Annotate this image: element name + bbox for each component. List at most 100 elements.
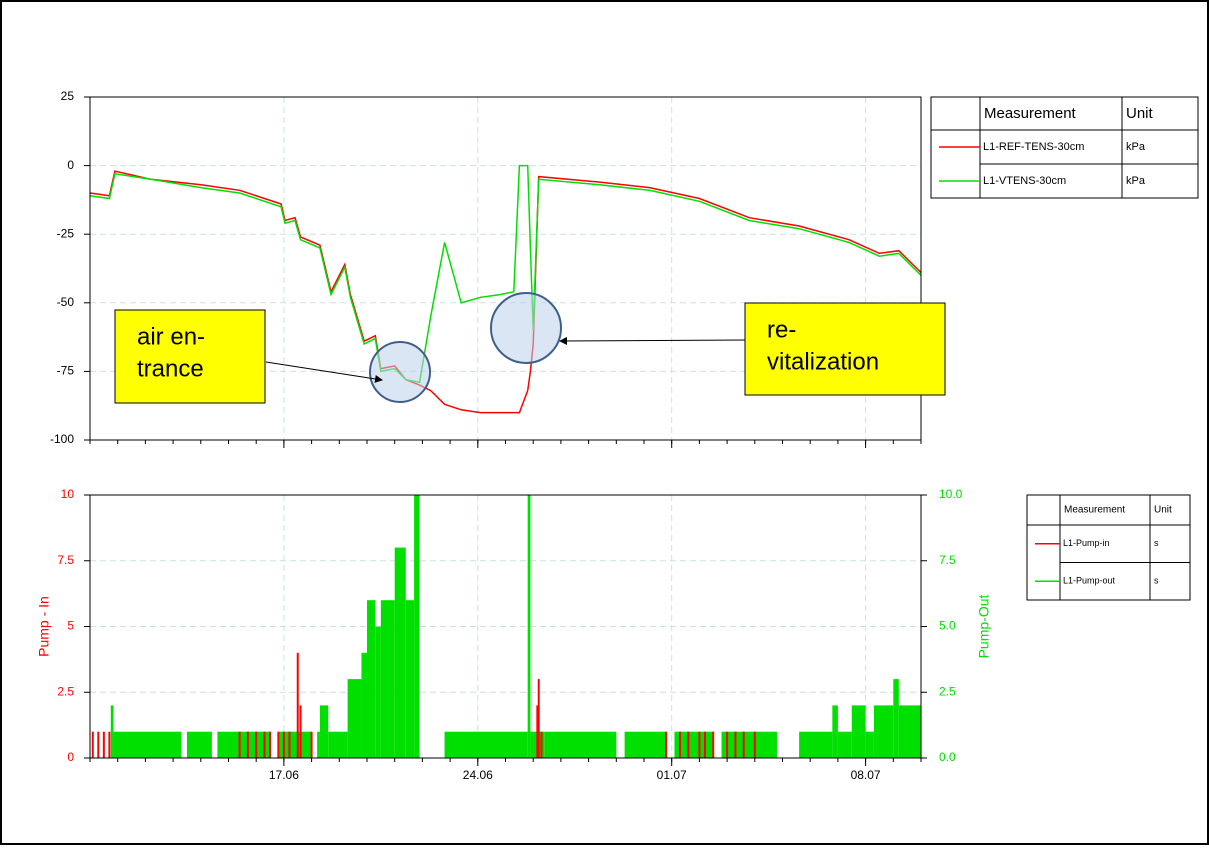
bar <box>734 731 737 758</box>
legend-header: Measurement <box>1064 505 1125 516</box>
bar <box>893 679 899 758</box>
y-tick-label: 0 <box>67 750 74 764</box>
legend-header: Unit <box>1126 105 1154 122</box>
legend-header: Measurement <box>984 105 1077 122</box>
legend-label: L1-Pump-out <box>1063 576 1116 586</box>
bar <box>712 731 715 758</box>
bar <box>310 731 313 758</box>
bar <box>444 731 528 758</box>
legend-header: Unit <box>1154 505 1172 516</box>
bar <box>544 731 617 758</box>
highlight-circle <box>369 341 431 403</box>
y2-tick-label: 0.0 <box>939 750 956 764</box>
legend-unit: s <box>1154 538 1159 548</box>
x-tick-label: 17.06 <box>269 768 299 782</box>
y-axis-label: Pump - In <box>36 596 52 657</box>
bar <box>246 731 249 758</box>
y2-axis-label: Pump-Out <box>976 594 992 658</box>
y-tick-label: -75 <box>57 364 75 378</box>
bar <box>742 731 745 758</box>
annotation-text: vitalization <box>767 348 879 375</box>
y-tick-label: 0 <box>67 158 74 172</box>
y2-tick-label: 7.5 <box>939 553 956 567</box>
annotation-text: re- <box>767 316 796 343</box>
bar <box>898 705 921 758</box>
bar <box>832 705 838 758</box>
bar <box>380 600 395 758</box>
plot-border <box>89 96 922 441</box>
bar <box>328 731 348 758</box>
bar <box>665 731 668 758</box>
bar <box>679 731 682 758</box>
bar <box>726 731 729 758</box>
bar <box>540 731 543 758</box>
bar <box>405 600 415 758</box>
bar <box>537 679 540 758</box>
x-tick-label: 08.07 <box>851 768 881 782</box>
bar <box>394 547 406 758</box>
bar <box>721 731 777 758</box>
bar <box>753 731 756 758</box>
highlight-circle <box>490 292 562 364</box>
legend-label: L1-REF-TENS-30cm <box>983 141 1084 153</box>
bar <box>263 731 266 758</box>
bar <box>255 731 258 758</box>
legend-unit: s <box>1154 576 1159 586</box>
legend-unit: kPa <box>1126 141 1146 153</box>
annotation-box <box>114 309 266 404</box>
bar <box>361 652 367 758</box>
bar <box>97 731 100 758</box>
legend-label: L1-Pump-in <box>1063 538 1110 548</box>
bar <box>108 731 111 758</box>
bar <box>873 705 894 758</box>
bar <box>799 731 833 758</box>
bar <box>698 731 701 758</box>
legend-label: L1-VTENS-30cm <box>983 175 1066 187</box>
bar <box>110 705 114 758</box>
bar <box>282 731 285 758</box>
legend-box <box>1026 494 1191 601</box>
legend-unit: kPa <box>1126 175 1146 187</box>
y-tick-label: -25 <box>57 226 75 240</box>
bar <box>91 731 94 758</box>
y-tick-label: -50 <box>57 295 75 309</box>
y-tick-label: 5 <box>67 619 74 633</box>
y2-tick-label: 2.5 <box>939 684 956 698</box>
x-tick-label: 01.07 <box>657 768 687 782</box>
bar <box>414 495 420 758</box>
bar <box>375 626 381 758</box>
y-tick-label: 2.5 <box>57 684 74 698</box>
bar <box>527 495 531 758</box>
x-tick-label: 24.06 <box>463 768 493 782</box>
bar <box>296 652 299 758</box>
annotation-text: air en- <box>137 323 205 350</box>
bar <box>299 705 302 758</box>
bar <box>851 705 866 758</box>
bar <box>317 731 320 758</box>
y2-tick-label: 5.0 <box>939 619 956 633</box>
y-tick-label: 25 <box>61 89 75 103</box>
bar <box>217 731 271 758</box>
bar <box>536 705 539 758</box>
bar <box>347 679 362 758</box>
bar <box>367 600 376 758</box>
bar <box>113 731 182 758</box>
y2-tick-label: 10.0 <box>939 487 963 501</box>
bar <box>837 731 852 758</box>
annotation-arrow <box>559 336 746 345</box>
bar <box>277 731 280 758</box>
bar <box>703 731 706 758</box>
plot-border <box>89 494 922 759</box>
annotation-arrow <box>265 361 383 383</box>
annotation-box <box>744 302 946 396</box>
bar <box>687 731 690 758</box>
annotation-text: trance <box>137 355 204 382</box>
bar <box>186 731 212 758</box>
bar <box>238 731 241 758</box>
y-tick-label: 7.5 <box>57 553 74 567</box>
bar <box>319 705 329 758</box>
bar <box>288 731 291 758</box>
series-line <box>89 164 922 384</box>
bar <box>269 731 272 758</box>
